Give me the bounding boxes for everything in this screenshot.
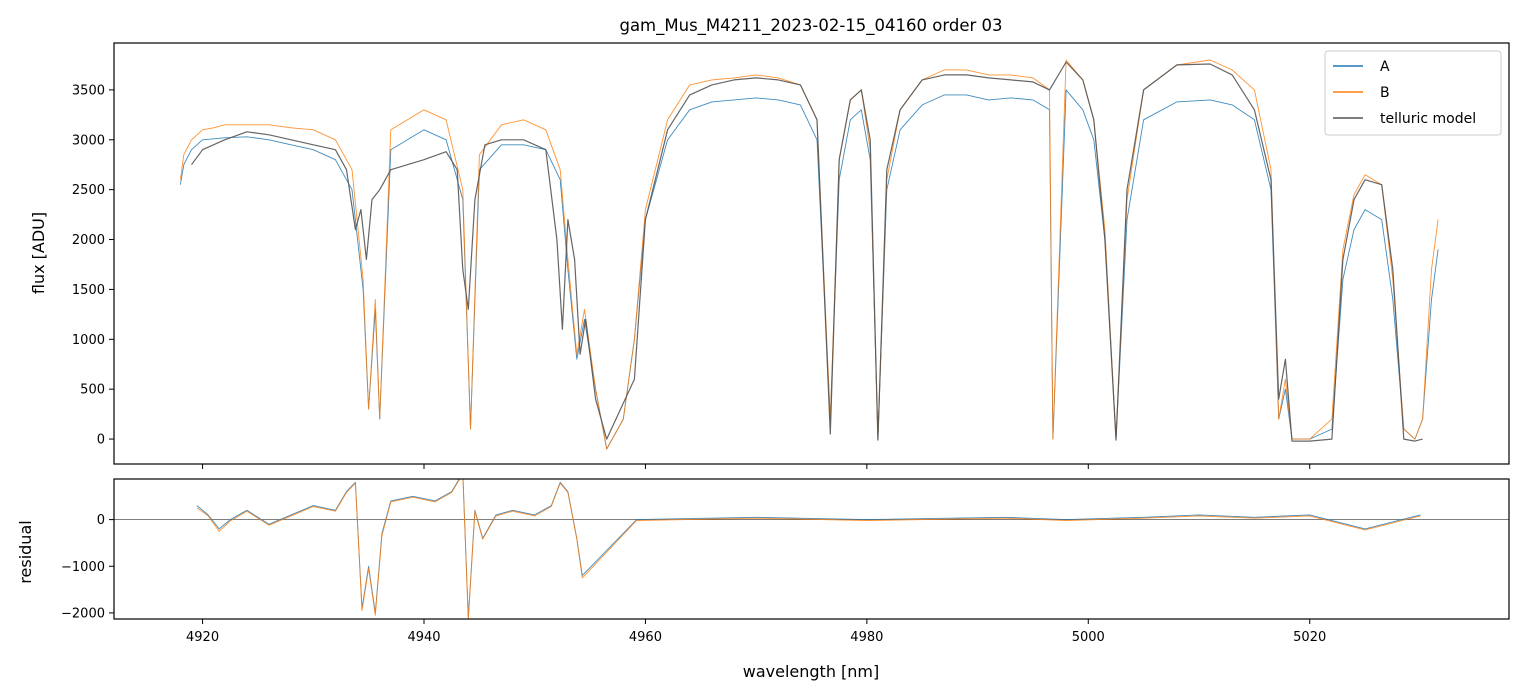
legend-label-telluric-model: telluric model <box>1380 111 1476 127</box>
x-axis-label: wavelength [nm] <box>743 662 880 681</box>
legend-frame <box>1324 50 1502 136</box>
top-series-telluric-model <box>191 61 1423 442</box>
top-x-axis <box>202 464 1311 469</box>
legend-label-a: A <box>1380 59 1390 75</box>
bottom-y-tick-label: −1000 <box>61 560 105 575</box>
top-y-axis-label: flux [ADU] <box>29 212 48 294</box>
top-y-tick-label: 500 <box>80 383 105 398</box>
top-y-tick-label: 1000 <box>72 333 105 348</box>
bottom-x-tick-label: 5020 <box>1293 630 1326 645</box>
top-axes-frame <box>113 42 1510 465</box>
top-y-axis: 0 500 1000 1500 2000 2500 3000 3500 <box>72 83 114 448</box>
bottom-series-b <box>196 479 1421 619</box>
bottom-y-tick-label: 0 <box>97 513 105 528</box>
bottom-panel: 0 −1000 −2000 4920 4940 4960 4980 5000 5020 res… <box>16 478 1510 681</box>
bottom-axes-frame <box>113 478 1510 620</box>
top-y-tick-label: 1500 <box>72 283 105 298</box>
legend-label-b: B <box>1380 85 1390 101</box>
bottom-x-axis: 4920 4940 4960 4980 5000 5020 <box>186 619 1326 645</box>
top-series-group <box>179 59 1439 450</box>
legend: A B telluric model <box>1324 50 1502 136</box>
top-y-tick-label: 0 <box>97 433 105 448</box>
bottom-y-tick-label: −2000 <box>61 606 105 621</box>
chart-title: gam_Mus_M4211_2023-02-15_04160 order 03 <box>619 16 1002 36</box>
bottom-y-axis-label: residual <box>16 520 35 583</box>
bottom-x-tick-label: 5000 <box>1072 630 1105 645</box>
bottom-x-tick-label: 4980 <box>850 630 883 645</box>
top-y-tick-label: 2500 <box>72 183 105 198</box>
top-y-tick-label: 3500 <box>72 83 105 98</box>
bottom-x-tick-label: 4920 <box>186 630 219 645</box>
top-y-tick-label: 3000 <box>72 133 105 148</box>
bottom-x-tick-label: 4960 <box>629 630 662 645</box>
bottom-x-tick-label: 4940 <box>407 630 440 645</box>
bottom-y-axis: 0 −1000 −2000 <box>61 513 114 621</box>
bottom-series-group <box>196 479 1421 619</box>
top-y-tick-label: 2000 <box>72 233 105 248</box>
